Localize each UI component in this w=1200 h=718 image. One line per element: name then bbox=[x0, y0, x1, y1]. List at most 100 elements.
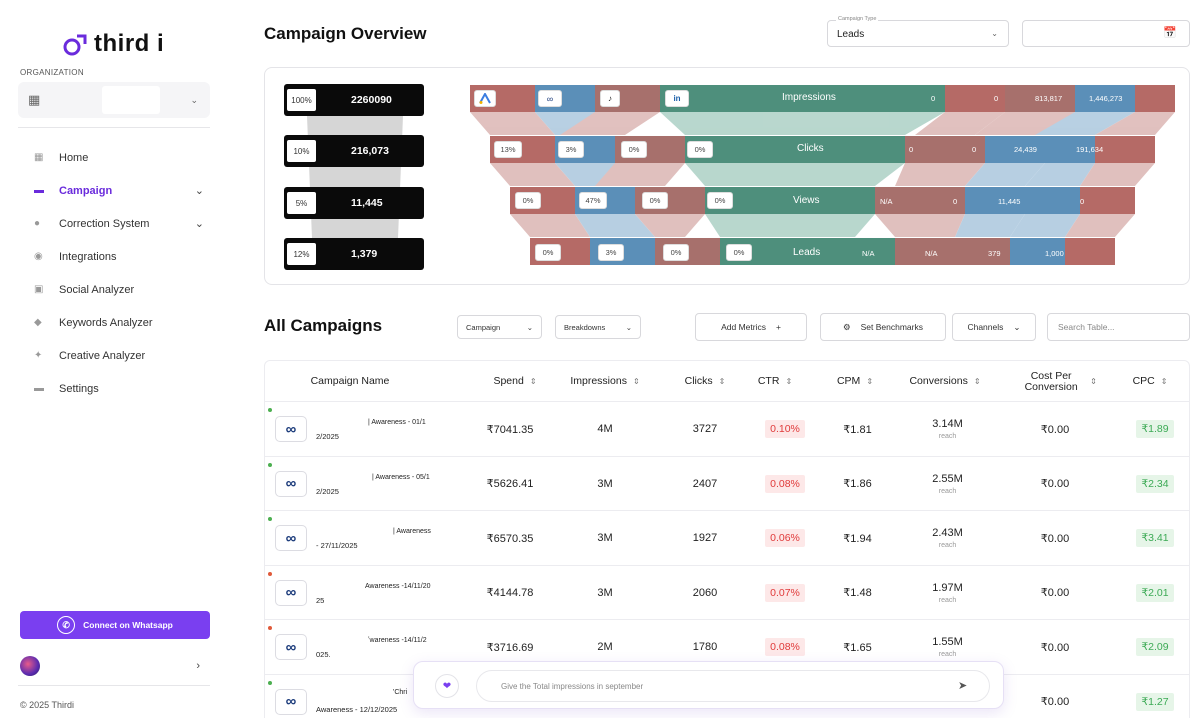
cell-impressions: 4M bbox=[597, 423, 613, 435]
campaign-name-line1[interactable]: ʼwareness -14/11/2 bbox=[368, 637, 427, 644]
stage-label-impressions: Impressions bbox=[782, 92, 836, 103]
add-metrics-button[interactable]: Add Metrics + bbox=[695, 313, 807, 341]
organization-select[interactable]: ▦ ⌄ bbox=[18, 82, 210, 118]
campaign-name-line2[interactable]: 2/2025 bbox=[316, 486, 339, 496]
column-header-campaign-name[interactable]: Campaign Name bbox=[285, 361, 415, 402]
table-row[interactable]: ∞ | Awareness - 27/11/2025 ₹6570.35 3M 1927 0.… bbox=[265, 511, 1189, 566]
sort-icon: ⇕ bbox=[632, 377, 640, 386]
stage-total: 1,379 bbox=[351, 248, 378, 260]
campaign-name-line2[interactable]: 25 bbox=[316, 595, 325, 605]
column-header-ctr[interactable]: CTR ⇕ bbox=[740, 361, 810, 402]
campaign-type-select[interactable]: Campaign Type Leads ⌄ bbox=[827, 16, 1009, 47]
column-header-impressions[interactable]: Impressions ⇕ bbox=[560, 361, 650, 402]
sidebar-item-integrations[interactable]: ◉ Integrations bbox=[34, 240, 204, 273]
column-header-conversions[interactable]: Conversions ⇕ bbox=[895, 361, 995, 402]
user-menu[interactable]: › bbox=[20, 656, 200, 676]
ctr-badge: 0.06% bbox=[765, 529, 805, 547]
sidebar-item-keywords-analyzer[interactable]: ◆ Keywords Analyzer bbox=[34, 306, 204, 339]
sidebar-item-social-analyzer[interactable]: ▣ Social Analyzer bbox=[34, 273, 204, 306]
chat-input[interactable] bbox=[476, 670, 990, 702]
conversions-subtext: reach bbox=[938, 596, 957, 604]
stage-value: N/A bbox=[862, 249, 875, 258]
column-header-spend[interactable]: Spend ⇕ bbox=[470, 361, 560, 402]
ai-assistant-icon[interactable]: ❤ bbox=[435, 674, 459, 698]
chevron-down-icon[interactable]: ⌄ bbox=[194, 218, 204, 230]
column-header-cost-per-conversion[interactable]: Cost Per Conversion ⇕ bbox=[1010, 361, 1105, 402]
campaign-level-select[interactable]: Campaign ⌄ bbox=[457, 315, 542, 339]
sidebar-item-home[interactable]: ▦ Home bbox=[34, 141, 204, 174]
ai-chat-bar: ❤ ➤ bbox=[413, 661, 1004, 709]
cell-cpm: ₹1.48 bbox=[843, 587, 872, 599]
campaign-name-line2[interactable]: 025. bbox=[316, 650, 331, 659]
stage-label-clicks: Clicks bbox=[797, 143, 824, 154]
cell-cpc: ₹1.27 bbox=[1120, 675, 1189, 718]
ctr-badge: 0.10% bbox=[765, 420, 805, 438]
cell-cost-per-conversion: ₹0.00 bbox=[1040, 696, 1070, 708]
table-row[interactable]: ∞ | Awareness - 05/1 2/2025 ₹5626.41 3M 2407 0… bbox=[265, 457, 1189, 511]
stage-value: 24,439 bbox=[1014, 145, 1037, 154]
cpc-badge: ₹2.34 bbox=[1136, 474, 1174, 493]
cell-impressions: 3M bbox=[597, 586, 613, 599]
campaign-name-line2[interactable]: 2/2025 bbox=[316, 432, 339, 441]
column-header-cpm[interactable]: CPM ⇕ bbox=[820, 361, 890, 402]
sidebar-item-correction-system[interactable]: ● Correction System ⌄ bbox=[34, 207, 204, 240]
campaign-name-line1[interactable]: Awareness -14/11/20 bbox=[365, 582, 431, 590]
sort-icon: ⇕ bbox=[1160, 377, 1168, 386]
campaign-name-line1[interactable]: | Awareness - 05/1 bbox=[372, 473, 430, 481]
campaign-name-line1[interactable]: | Awareness bbox=[393, 528, 431, 535]
sidebar-item-label: Settings bbox=[59, 382, 99, 395]
table-row[interactable]: ∞ | Awareness - 01/1 2/2025 ₹7041.35 4M 3727 0… bbox=[265, 402, 1189, 457]
sort-icon: ⇕ bbox=[866, 377, 874, 386]
cell-clicks: 3727 bbox=[692, 423, 718, 435]
cell-cost-per-conversion: ₹0.00 bbox=[1040, 478, 1070, 490]
meta-icon: ∞ bbox=[275, 634, 307, 660]
cell-conversions: 2.55M reach bbox=[905, 457, 990, 511]
connect-whatsapp-button[interactable]: ✆ Connect on Whatsapp bbox=[20, 611, 210, 639]
campaigns-table: Campaign Name Spend ⇕ Impressions ⇕ Clicks… bbox=[264, 360, 1190, 718]
cell-conversions: 2.43M reach bbox=[905, 511, 990, 565]
tiktok-icon[interactable]: ♪ bbox=[600, 90, 620, 107]
logo[interactable]: third i bbox=[62, 30, 164, 58]
cell-ctr: 0.08% bbox=[745, 620, 825, 674]
stage-percent: 12% bbox=[287, 243, 316, 265]
avatar bbox=[20, 656, 40, 676]
channels-select[interactable]: Channels ⌄ bbox=[952, 313, 1036, 341]
table-row[interactable]: ∞ Awareness -14/11/20 25 ₹4144.78 3M 2060 0.07… bbox=[265, 566, 1189, 620]
funnel-cell-tag: 0% bbox=[687, 141, 713, 158]
meta-icon[interactable]: ∞ bbox=[538, 90, 562, 107]
chevron-down-icon[interactable]: ⌄ bbox=[194, 185, 204, 197]
column-header-label: CPC bbox=[1132, 375, 1155, 387]
sidebar-item-label: Correction System bbox=[59, 217, 150, 230]
campaign-name-line1[interactable]: 'Chri bbox=[393, 688, 408, 696]
column-header-cpc[interactable]: CPC ⇕ bbox=[1115, 361, 1185, 402]
cell-clicks: 2407 bbox=[692, 477, 718, 490]
social-icon: ▣ bbox=[34, 284, 44, 295]
meta-icon: ∞ bbox=[275, 688, 307, 715]
campaign-name-line2[interactable]: Awareness - 12/12/2025 bbox=[316, 704, 398, 714]
breakdowns-select[interactable]: Breakdowns ⌄ bbox=[555, 315, 641, 339]
stage-percent: 100% bbox=[287, 89, 316, 111]
cell-spend: ₹5626.41 bbox=[486, 478, 534, 490]
linkedin-icon[interactable]: in bbox=[665, 90, 689, 107]
cell-cost-per-conversion: ₹0.00 bbox=[1040, 532, 1070, 545]
send-icon[interactable]: ➤ bbox=[958, 680, 968, 692]
sidebar-item-settings[interactable]: ▬ Settings bbox=[34, 372, 204, 405]
stage-value: 191,634 bbox=[1076, 145, 1104, 154]
cell-cpc: ₹2.01 bbox=[1120, 566, 1189, 620]
sidebar-item-campaign[interactable]: ▬ Campaign ⌄ bbox=[34, 174, 204, 207]
campaign-name-line1[interactable]: | Awareness - 01/1 bbox=[368, 419, 426, 426]
date-range-picker[interactable]: 📅 bbox=[1022, 20, 1190, 47]
cpc-badge: ₹3.41 bbox=[1136, 529, 1174, 547]
sidebar-item-creative-analyzer[interactable]: ✦ Creative Analyzer bbox=[34, 339, 204, 372]
logo-text: third i bbox=[94, 30, 165, 57]
cell-impressions: 3M bbox=[597, 532, 613, 544]
calendar-icon[interactable]: 📅 bbox=[1163, 27, 1177, 39]
google-ads-icon[interactable] bbox=[474, 90, 496, 107]
campaign-name-line2[interactable]: - 27/11/2025 bbox=[316, 541, 358, 550]
search-table-input[interactable] bbox=[1047, 313, 1190, 341]
set-benchmarks-button[interactable]: ⚙ Set Benchmarks bbox=[820, 313, 946, 341]
stage-value: 11,445 bbox=[998, 197, 1021, 206]
column-header-clicks[interactable]: Clicks ⇕ bbox=[660, 361, 750, 402]
add-metrics-label: Add Metrics bbox=[721, 322, 766, 332]
chevron-down-icon: ⌄ bbox=[1013, 321, 1021, 332]
